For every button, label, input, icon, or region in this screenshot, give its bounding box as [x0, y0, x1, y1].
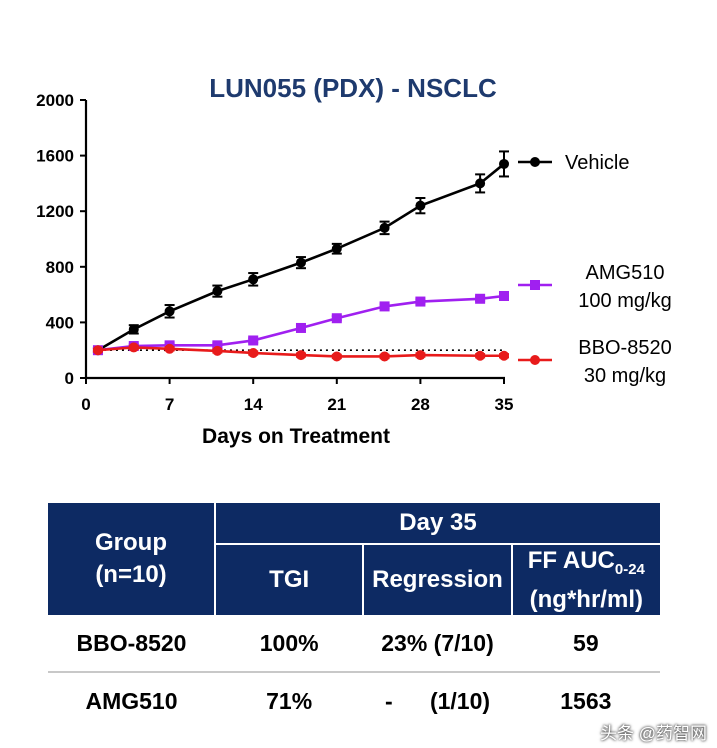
data-point [331, 313, 342, 324]
row-regression: - (1/10) [363, 672, 511, 729]
data-point [475, 293, 486, 304]
row-group: BBO-8520 [48, 615, 215, 673]
regression-dash: - [384, 687, 393, 714]
y-tick-label: 2000 [36, 91, 74, 110]
data-point [475, 350, 486, 361]
x-axis-label: Days on Treatment [202, 425, 390, 448]
data-point [295, 322, 306, 333]
y-tick-label: 0 [65, 369, 74, 388]
row-group: AMG510 [85, 687, 178, 714]
data-point [499, 290, 509, 301]
auc-header-subscript: 0-24 [614, 560, 645, 578]
y-tick-label: 800 [46, 258, 74, 277]
data-point [331, 243, 342, 254]
regression-count: (1/10) [429, 687, 491, 714]
data-point [248, 335, 259, 346]
auc-header-prefix: FF AUC [527, 546, 615, 574]
day-header: Day 35 [215, 503, 660, 545]
data-point [415, 296, 426, 307]
group-header-line1: Group [95, 529, 167, 556]
data-point [164, 306, 175, 317]
summary-table-container: Group (n=10) Day 35 TGI Regression FF AU… [48, 503, 660, 729]
summary-table: Group (n=10) Day 35 TGI Regression FF AU… [48, 503, 660, 729]
group-header: Group (n=10) [48, 503, 216, 615]
legend-marker [530, 355, 540, 365]
y-tick-label: 1600 [36, 147, 74, 166]
data-point [212, 286, 223, 297]
regression-header: Regression [363, 544, 513, 615]
data-point [295, 350, 306, 361]
tgi-header: TGI [215, 544, 365, 615]
row-regression: 23% (7/10) [363, 615, 512, 673]
table-subheader-row: TGI Regression FF AUC0-24 (ng*hr/ml) [48, 544, 660, 615]
data-point [212, 345, 223, 356]
data-point [379, 222, 390, 233]
legend-label: 30 mg/kg [584, 365, 666, 387]
data-point [415, 200, 426, 211]
auc-header-units: (ng*hr/ml) [529, 585, 643, 613]
data-point [379, 351, 390, 362]
x-tick-label: 35 [495, 395, 514, 414]
data-point [499, 158, 509, 169]
data-point [295, 257, 306, 268]
data-point [248, 274, 259, 285]
legend-marker [530, 157, 540, 167]
row-tgi: 100% [215, 615, 364, 673]
legend-marker [530, 280, 540, 290]
table-row: BBO-8520 100% 23% (7/10) 59 [48, 615, 660, 673]
data-point [212, 340, 223, 351]
x-tick-label: 14 [244, 395, 263, 414]
data-point [415, 350, 426, 361]
data-point [331, 351, 342, 362]
data-point [475, 178, 486, 189]
auc-header: FF AUC0-24 (ng*hr/ml) [511, 544, 660, 615]
group-header-line2: (n=10) [95, 561, 167, 588]
row-auc: 59 [511, 615, 660, 673]
legend-label: 100 mg/kg [578, 290, 671, 312]
table-header-row: Group (n=10) Day 35 [48, 503, 660, 615]
chart-title: LUN055 (PDX) - NSCLC [209, 73, 497, 103]
row-auc: 1563 [560, 687, 612, 714]
legend-label: BBO-8520 [578, 337, 671, 359]
tumor-volume-chart: LUN055 (PDX) - NSCLC 0 400 800 1200 1600 2000… [36, 73, 672, 448]
row-tgi: 71% [266, 687, 313, 714]
data-point [248, 347, 259, 358]
x-tick-label: 0 [81, 395, 90, 414]
data-point [499, 350, 509, 361]
y-tick-label: 400 [46, 313, 74, 332]
y-tick-label: 1200 [36, 202, 74, 221]
data-point [164, 343, 175, 354]
watermark: 头条 @药智网 [600, 724, 707, 743]
data-point [92, 345, 103, 356]
x-tick-label: 28 [411, 395, 430, 414]
data-point [379, 301, 390, 312]
legend-label: AMG510 [586, 262, 665, 284]
data-point [128, 324, 139, 335]
x-tick-label: 7 [165, 395, 174, 414]
data-point [128, 342, 139, 353]
legend-label: Vehicle [565, 152, 630, 174]
table-row: AMG510 71% - (1/10) 1563 [48, 672, 660, 729]
x-tick-label: 21 [327, 395, 346, 414]
